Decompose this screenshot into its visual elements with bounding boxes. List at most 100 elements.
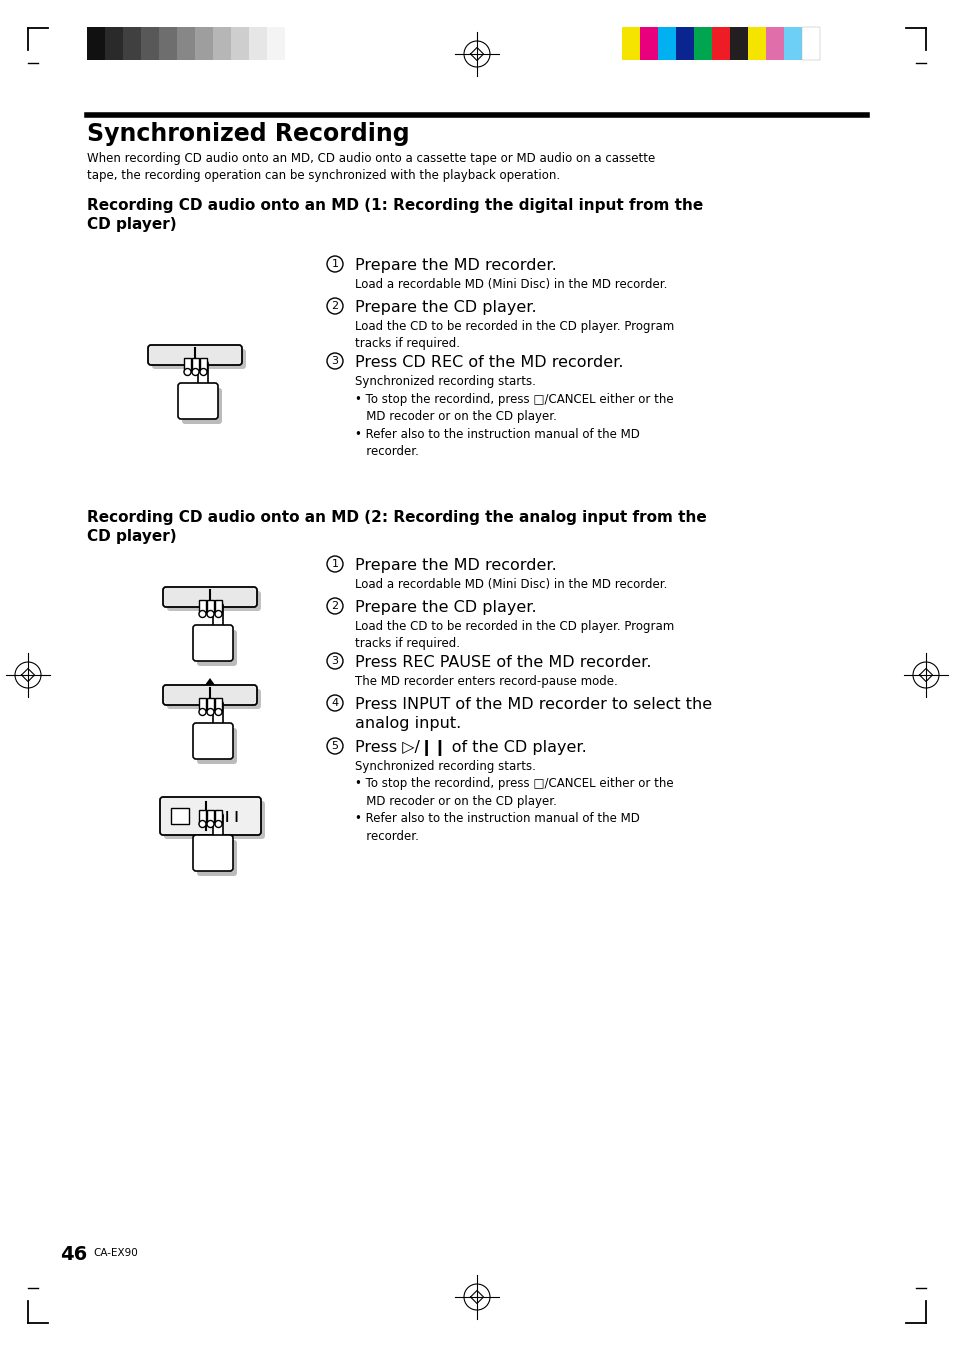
- Bar: [200, 358, 207, 372]
- Bar: [213, 816, 223, 838]
- FancyBboxPatch shape: [167, 590, 261, 611]
- Bar: [213, 704, 223, 725]
- Text: 2: 2: [331, 301, 338, 311]
- Bar: [141, 27, 159, 59]
- Circle shape: [192, 369, 199, 376]
- Text: Press CD REC of the MD recorder.: Press CD REC of the MD recorder.: [355, 355, 623, 370]
- Text: Load the CD to be recorded in the CD player. Program
tracks if required.: Load the CD to be recorded in the CD pla…: [355, 620, 674, 650]
- Bar: [658, 27, 676, 59]
- Text: Prepare the CD player.: Prepare the CD player.: [355, 600, 536, 615]
- Bar: [199, 811, 206, 824]
- FancyBboxPatch shape: [196, 840, 236, 875]
- Text: Prepare the CD player.: Prepare the CD player.: [355, 300, 536, 315]
- Text: CA-EX90: CA-EX90: [92, 1248, 137, 1258]
- FancyBboxPatch shape: [163, 586, 256, 607]
- Circle shape: [198, 359, 208, 369]
- Text: Synchronized Recording: Synchronized Recording: [87, 122, 409, 146]
- Text: 3: 3: [331, 357, 338, 366]
- Text: Load a recordable MD (Mini Disc) in the MD recorder.: Load a recordable MD (Mini Disc) in the …: [355, 578, 667, 590]
- Text: When recording CD audio onto an MD, CD audio onto a cassette tape or MD audio on: When recording CD audio onto an MD, CD a…: [87, 153, 655, 182]
- Circle shape: [214, 820, 222, 828]
- FancyBboxPatch shape: [178, 382, 218, 419]
- Bar: [639, 27, 658, 59]
- Text: Prepare the MD recorder.: Prepare the MD recorder.: [355, 558, 557, 573]
- Text: 5: 5: [331, 740, 338, 751]
- Bar: [621, 27, 639, 59]
- Bar: [105, 27, 123, 59]
- FancyBboxPatch shape: [196, 728, 236, 765]
- Bar: [159, 27, 177, 59]
- FancyBboxPatch shape: [196, 630, 236, 666]
- Text: Recording CD audio onto an MD (1: Recording the digital input from the
CD player: Recording CD audio onto an MD (1: Record…: [87, 199, 702, 232]
- Circle shape: [199, 611, 206, 617]
- Circle shape: [207, 611, 213, 617]
- FancyBboxPatch shape: [167, 689, 261, 709]
- Bar: [184, 358, 191, 372]
- Text: 3: 3: [331, 657, 338, 666]
- Text: Press REC PAUSE of the MD recorder.: Press REC PAUSE of the MD recorder.: [355, 655, 651, 670]
- Bar: [214, 811, 222, 824]
- Bar: [123, 27, 141, 59]
- Circle shape: [199, 820, 206, 828]
- Circle shape: [199, 708, 206, 716]
- Bar: [194, 27, 213, 59]
- Text: Press INPUT of the MD recorder to select the
analog input.: Press INPUT of the MD recorder to select…: [355, 697, 711, 731]
- Bar: [198, 363, 208, 386]
- Circle shape: [213, 698, 223, 709]
- Text: 46: 46: [60, 1246, 87, 1265]
- Bar: [729, 27, 747, 59]
- Bar: [214, 698, 222, 712]
- Text: Load a recordable MD (Mini Disc) in the MD recorder.: Load a recordable MD (Mini Disc) in the …: [355, 278, 667, 290]
- FancyBboxPatch shape: [193, 723, 233, 759]
- Bar: [207, 600, 213, 613]
- Circle shape: [207, 820, 213, 828]
- Bar: [267, 27, 285, 59]
- Bar: [199, 600, 206, 613]
- FancyBboxPatch shape: [152, 349, 246, 369]
- Bar: [711, 27, 729, 59]
- Bar: [192, 358, 199, 372]
- Bar: [747, 27, 765, 59]
- Bar: [693, 27, 711, 59]
- Text: 2: 2: [331, 601, 338, 611]
- Bar: [249, 27, 267, 59]
- Circle shape: [213, 601, 223, 611]
- Circle shape: [184, 369, 191, 376]
- FancyBboxPatch shape: [164, 801, 265, 839]
- Circle shape: [214, 708, 222, 716]
- Bar: [231, 27, 249, 59]
- Bar: [207, 698, 213, 712]
- Text: Prepare the MD recorder.: Prepare the MD recorder.: [355, 258, 557, 273]
- Text: 1: 1: [331, 559, 338, 569]
- Circle shape: [200, 369, 207, 376]
- Circle shape: [213, 811, 223, 821]
- Circle shape: [214, 611, 222, 617]
- FancyBboxPatch shape: [182, 388, 222, 424]
- Text: Synchronized recording starts.
• To stop the recordind, press □/CANCEL either or: Synchronized recording starts. • To stop…: [355, 376, 673, 458]
- FancyBboxPatch shape: [160, 797, 261, 835]
- Bar: [207, 811, 213, 824]
- FancyBboxPatch shape: [193, 626, 233, 661]
- Text: Press ▷/❙❙ of the CD player.: Press ▷/❙❙ of the CD player.: [355, 740, 586, 757]
- Bar: [213, 27, 231, 59]
- Text: The MD recorder enters record-pause mode.: The MD recorder enters record-pause mode…: [355, 676, 618, 688]
- FancyBboxPatch shape: [193, 835, 233, 871]
- Text: Recording CD audio onto an MD (2: Recording the analog input from the
CD player): Recording CD audio onto an MD (2: Record…: [87, 509, 706, 544]
- Bar: [87, 27, 105, 59]
- FancyBboxPatch shape: [163, 685, 256, 705]
- Bar: [213, 607, 223, 628]
- Polygon shape: [205, 678, 214, 685]
- Circle shape: [207, 708, 213, 716]
- Bar: [783, 27, 801, 59]
- Text: Load the CD to be recorded in the CD player. Program
tracks if required.: Load the CD to be recorded in the CD pla…: [355, 320, 674, 350]
- Text: ▷❙❙: ▷❙❙: [214, 811, 241, 821]
- Bar: [171, 808, 189, 824]
- Bar: [214, 600, 222, 613]
- Text: Synchronized recording starts.
• To stop the recordind, press □/CANCEL either or: Synchronized recording starts. • To stop…: [355, 761, 673, 843]
- Bar: [199, 698, 206, 712]
- Bar: [801, 27, 820, 59]
- Text: 4: 4: [331, 698, 338, 708]
- Bar: [676, 27, 693, 59]
- FancyBboxPatch shape: [148, 345, 242, 365]
- Text: 1: 1: [331, 259, 338, 269]
